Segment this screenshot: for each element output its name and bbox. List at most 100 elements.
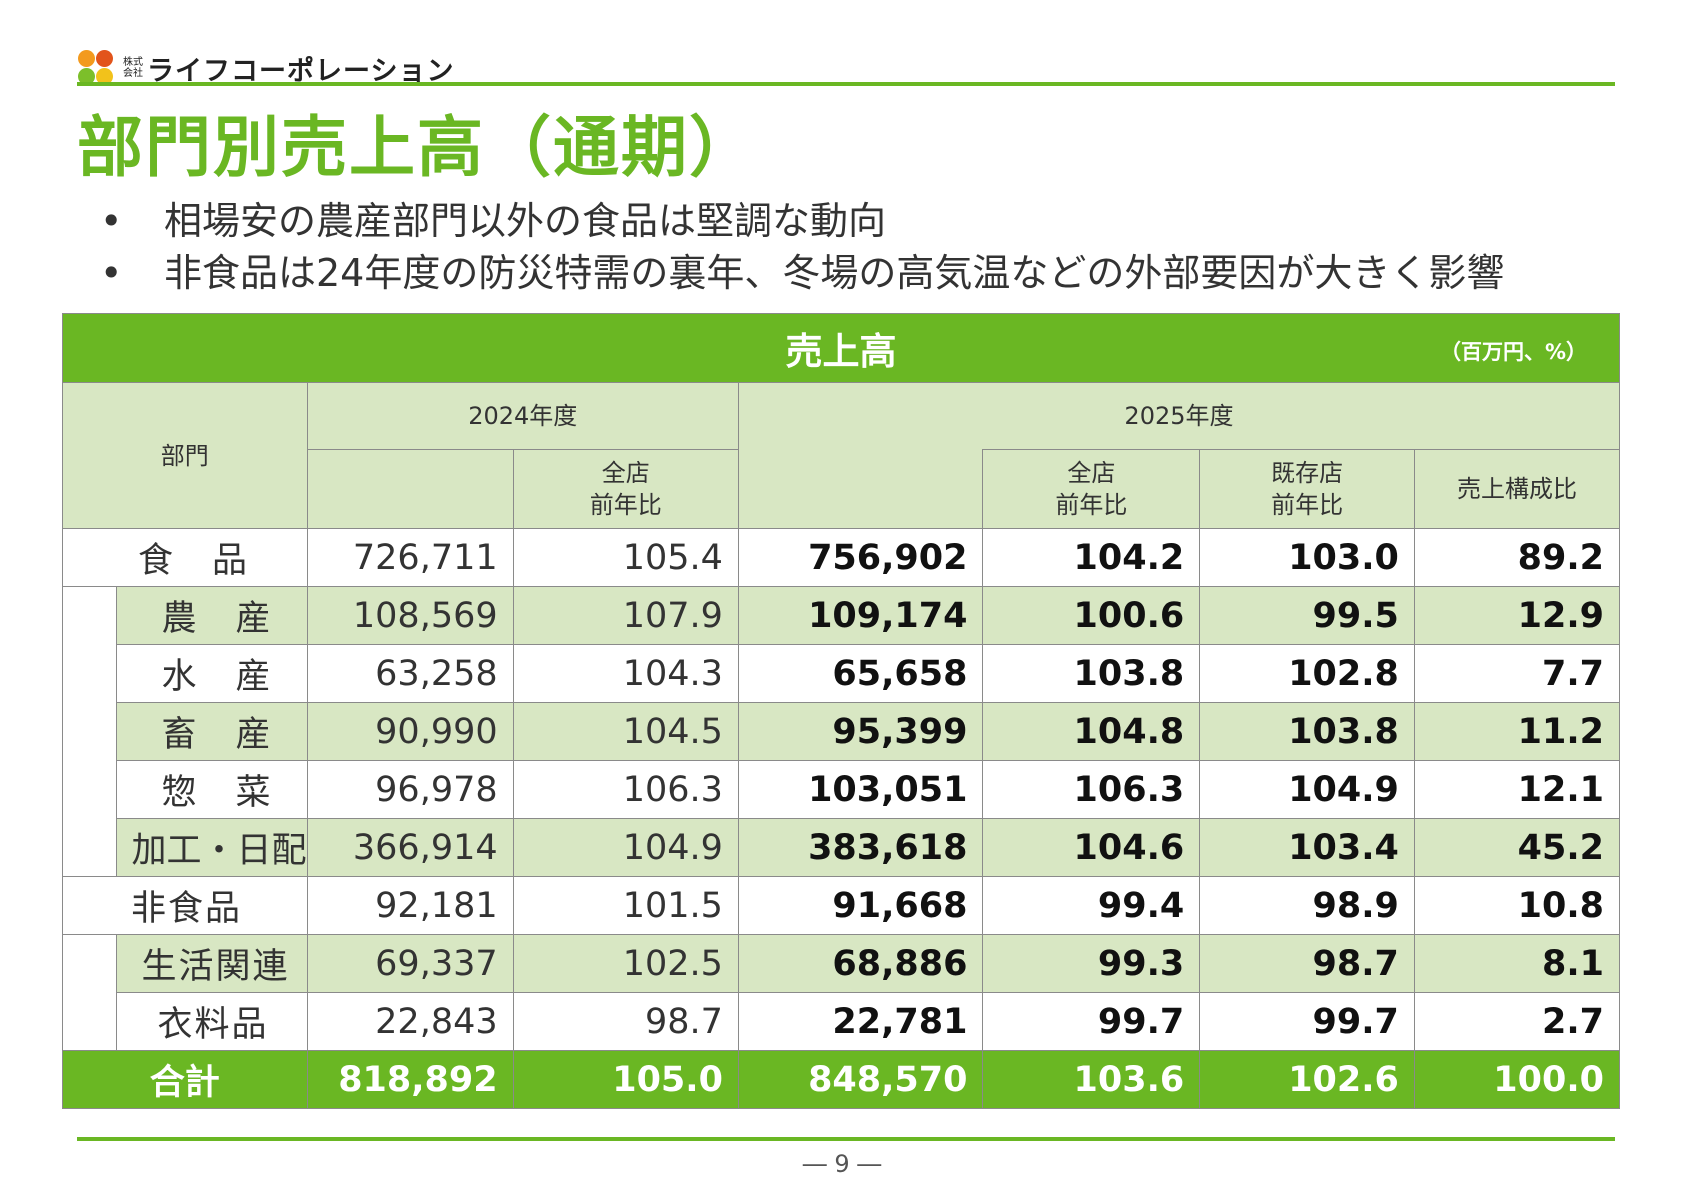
cell-sales-2025: 109,174	[737, 586, 984, 645]
logo-company-name: ライフコーポレーション	[147, 55, 455, 87]
bullet-text: 非食品は24年度の防災特需の裏年、冬場の高気温などの外部要因が大きく影響	[164, 251, 1505, 295]
table-row: 非食品 92,181 101.5 91,668 99.4 98.9 10.8	[62, 876, 1621, 935]
header-fy2025: 2025年度	[737, 382, 1621, 450]
footer-divider	[77, 1137, 1615, 1141]
row-name: 非食品	[62, 876, 308, 935]
indent-cell	[61, 586, 118, 645]
summary-bullets: • 相場安の農産部門以外の食品は堅調な動向 • 非食品は24年度の防災特需の裏年、冬…	[100, 195, 1504, 299]
indent-cell	[61, 702, 118, 761]
indent-cell	[61, 644, 118, 703]
row-name: 生活関連	[116, 934, 308, 993]
cell-share-2025: 8.1	[1413, 934, 1621, 993]
total-yoy-existing-2025: 102.6	[1199, 1050, 1415, 1109]
indent-cell	[61, 992, 118, 1051]
header-2024-yoy: 全店 前年比	[512, 449, 739, 529]
page-title: 部門別売上高（通期）	[77, 109, 757, 186]
row-name: 畜 産	[116, 702, 308, 761]
cell-sales-2024: 63,258	[306, 644, 514, 703]
table-row: 加工・日配 366,914 104.9 383,618 104.6 103.4 …	[61, 818, 1621, 877]
header-line: 全店	[601, 459, 650, 487]
table-title-cell: 売上高 （百万円、%）	[62, 313, 1620, 383]
header-line: 前年比	[1055, 491, 1128, 519]
table-row: 生活関連 69,337 102.5 68,886 99.3 98.7 8.1	[61, 934, 1621, 993]
cell-yoy-2024: 107.9	[512, 586, 739, 645]
cell-sales-2025: 65,658	[737, 644, 984, 703]
total-share-2025: 100.0	[1413, 1050, 1621, 1109]
cell-sales-2024: 22,843	[306, 992, 514, 1051]
cell-sales-2025: 95,399	[737, 702, 984, 761]
header-2025-existing-yoy: 既存店 前年比	[1199, 449, 1415, 529]
cell-yoy-all-2025: 106.3	[982, 760, 1201, 819]
cell-share-2025: 11.2	[1413, 702, 1621, 761]
cell-yoy-existing-2025: 103.8	[1199, 702, 1415, 761]
cell-yoy-existing-2025: 103.4	[1199, 818, 1415, 877]
cell-sales-2025: 22,781	[737, 992, 984, 1051]
total-sales-2024: 818,892	[306, 1050, 514, 1109]
cell-yoy-2024: 101.5	[512, 876, 739, 935]
table-row: 農 産 108,569 107.9 109,174 100.6 99.5 12.…	[61, 586, 1621, 645]
cell-yoy-all-2025: 104.2	[982, 528, 1201, 587]
indent-cell	[61, 934, 118, 993]
cell-share-2025: 12.1	[1413, 760, 1621, 819]
cell-yoy-2024: 105.4	[512, 528, 739, 587]
cell-yoy-existing-2025: 99.7	[1199, 992, 1415, 1051]
header-2024-sales	[306, 449, 514, 529]
row-name: 農 産	[116, 586, 308, 645]
bullet-dot-icon: •	[100, 251, 123, 295]
row-name: 加工・日配	[116, 818, 308, 877]
header-2025-sales	[737, 449, 984, 529]
cell-sales-2024: 726,711	[306, 528, 514, 587]
cell-sales-2025: 756,902	[737, 528, 984, 587]
cell-sales-2024: 366,914	[306, 818, 514, 877]
cell-yoy-all-2025: 100.6	[982, 586, 1201, 645]
cell-yoy-2024: 104.9	[512, 818, 739, 877]
cell-sales-2024: 90,990	[306, 702, 514, 761]
cell-yoy-all-2025: 99.7	[982, 992, 1201, 1051]
cell-share-2025: 7.7	[1413, 644, 1621, 703]
department-sales-table: 売上高 （百万円、%） 部門 2024年度 2025年度 全店 前年比 全店 前…	[61, 313, 1621, 1109]
table-row: 水 産 63,258 104.3 65,658 103.8 102.8 7.7	[61, 644, 1621, 703]
cell-yoy-2024: 106.3	[512, 760, 739, 819]
row-name: 衣料品	[116, 992, 308, 1051]
bullet-text: 相場安の農産部門以外の食品は堅調な動向	[164, 199, 887, 243]
cell-yoy-all-2025: 104.6	[982, 818, 1201, 877]
clover-logo-icon	[77, 49, 115, 87]
cell-yoy-2024: 104.5	[512, 702, 739, 761]
cell-yoy-all-2025: 104.8	[982, 702, 1201, 761]
header-fy2024: 2024年度	[306, 382, 739, 450]
cell-sales-2025: 91,668	[737, 876, 984, 935]
row-name: 水 産	[116, 644, 308, 703]
cell-sales-2025: 103,051	[737, 760, 984, 819]
table-unit: （百万円、%）	[1439, 340, 1587, 364]
header-dept: 部門	[62, 382, 308, 529]
total-label: 合計	[62, 1050, 308, 1109]
indent-cell	[61, 760, 118, 819]
cell-yoy-existing-2025: 104.9	[1199, 760, 1415, 819]
cell-yoy-existing-2025: 102.8	[1199, 644, 1415, 703]
table-row: 食 品 726,711 105.4 756,902 104.2 103.0 89…	[62, 528, 1621, 587]
cell-share-2025: 10.8	[1413, 876, 1621, 935]
cell-sales-2024: 69,337	[306, 934, 514, 993]
row-name: 食 品	[62, 528, 308, 587]
header-row-2: 全店 前年比 全店 前年比 既存店 前年比 売上構成比	[63, 449, 1621, 529]
logo-corp-type: 株式会社	[123, 57, 143, 79]
header-row-1: 部門 2024年度 2025年度	[62, 382, 1621, 529]
header-line: 全店	[1067, 459, 1116, 487]
cell-share-2025: 45.2	[1413, 818, 1621, 877]
bullet-dot-icon: •	[100, 199, 123, 243]
cell-sales-2024: 92,181	[306, 876, 514, 935]
indent-cell	[61, 818, 118, 877]
company-logo: 株式会社 ライフコーポレーション	[77, 48, 454, 88]
table-title-row: 売上高 （百万円、%）	[62, 313, 1620, 383]
header-line: 前年比	[589, 491, 662, 519]
table-row: 畜 産 90,990 104.5 95,399 104.8 103.8 11.2	[61, 702, 1621, 761]
bullet-item: • 相場安の農産部門以外の食品は堅調な動向	[100, 195, 1504, 247]
header-line: 既存店	[1271, 459, 1344, 487]
table-row: 衣料品 22,843 98.7 22,781 99.7 99.7 2.7	[61, 992, 1621, 1051]
cell-yoy-all-2025: 99.4	[982, 876, 1201, 935]
cell-yoy-all-2025: 99.3	[982, 934, 1201, 993]
page-number: ― 9 ―	[802, 1150, 882, 1178]
cell-sales-2024: 108,569	[306, 586, 514, 645]
row-name: 惣 菜	[116, 760, 308, 819]
cell-yoy-2024: 104.3	[512, 644, 739, 703]
